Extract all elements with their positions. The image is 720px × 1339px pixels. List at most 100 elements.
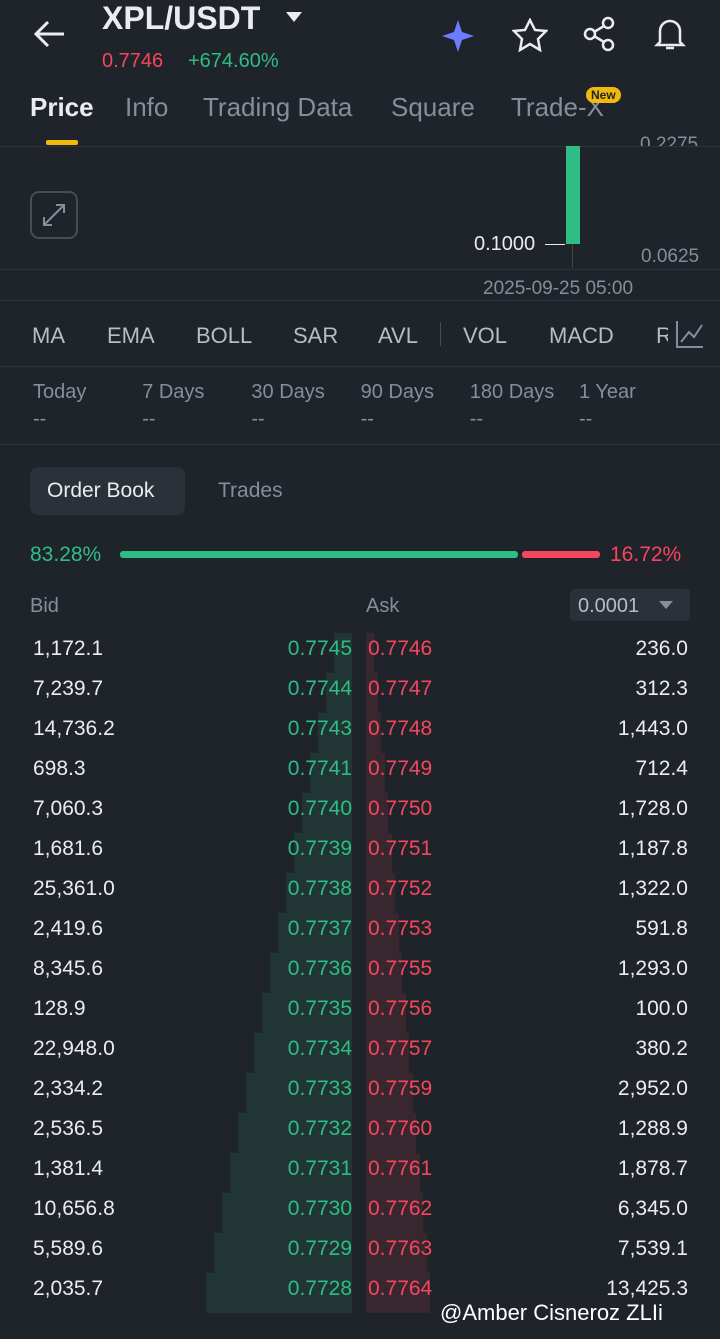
price-axis-label: 0.0625 — [641, 246, 700, 267]
bid-price: 0.7739 — [287, 837, 352, 860]
bid-ratio-bar — [120, 551, 518, 558]
chart-settings[interactable] — [674, 318, 706, 350]
ask-ratio-bar — [522, 551, 600, 558]
divider — [0, 366, 720, 367]
divider — [0, 146, 720, 147]
ask-price: 0.7750 — [368, 797, 433, 820]
ask-quantity: 1,443.0 — [617, 717, 688, 740]
bid-depth — [254, 1033, 352, 1073]
dropdown-icon[interactable] — [284, 10, 304, 24]
ask-depth — [366, 1153, 420, 1193]
ask-depth — [366, 1113, 416, 1153]
ask-price: 0.7755 — [368, 957, 433, 980]
bid-price: 0.7745 — [287, 637, 352, 660]
ask-depth — [366, 673, 378, 713]
bid-price: 0.7744 — [287, 677, 352, 700]
tab[interactable]: Square — [391, 92, 475, 122]
ask-quantity: 591.8 — [635, 917, 688, 940]
bid-quantity: 14,736.2 — [33, 717, 115, 740]
ask-quantity: 1,187.8 — [617, 837, 688, 860]
bid-quantity: 7,239.7 — [33, 677, 104, 700]
period-label: 90 Days — [360, 381, 434, 403]
bid-price: 0.7731 — [287, 1157, 352, 1180]
bid-quantity: 25,361.0 — [33, 877, 115, 900]
indicator[interactable]: MACD — [549, 323, 614, 348]
ask-price: 0.7761 — [368, 1157, 433, 1180]
bid-quantity: 2,536.5 — [33, 1117, 104, 1140]
ask-depth — [366, 1233, 427, 1273]
ask-price: 0.7756 — [368, 997, 433, 1020]
bid-price: 0.7735 — [287, 997, 352, 1020]
ask-depth — [366, 1033, 409, 1073]
precision-value[interactable]: 0.0001 — [578, 595, 640, 617]
ask-quantity: 1,878.7 — [617, 1157, 688, 1180]
watermark: @Amber Cisneroz ZLIi — [440, 1300, 663, 1325]
divider — [0, 444, 720, 445]
book-tab[interactable]: Order Book — [47, 479, 155, 502]
book-tab[interactable]: Trades — [218, 479, 283, 502]
tab[interactable]: Trading Data — [203, 92, 353, 122]
ask-price: 0.7764 — [368, 1277, 433, 1300]
ai-button[interactable] — [442, 16, 482, 56]
precision-select[interactable] — [570, 589, 690, 621]
ask-depth — [366, 793, 388, 833]
ask-depth — [366, 993, 406, 1033]
bid-quantity: 22,948.0 — [33, 1037, 115, 1060]
share-button[interactable] — [582, 16, 618, 52]
ask-price: 0.7746 — [368, 637, 433, 660]
ask-quantity: 1,322.0 — [617, 877, 688, 900]
indicator[interactable]: SAR — [293, 323, 339, 348]
bid-depth — [318, 713, 352, 753]
separator — [440, 322, 441, 346]
period-label: 30 Days — [251, 381, 325, 403]
precision-arrow[interactable] — [658, 600, 674, 610]
bid-ratio: 83.28% — [30, 543, 102, 566]
ask-quantity: 380.2 — [635, 1037, 688, 1060]
candle — [566, 146, 580, 244]
ask-quantity: 2,952.0 — [617, 1077, 688, 1100]
ask-depth — [366, 913, 399, 953]
bid-depth — [246, 1073, 352, 1113]
ask-price: 0.7749 — [368, 757, 433, 780]
bid-depth — [238, 1113, 352, 1153]
ask-depth — [366, 833, 392, 873]
alert-button[interactable] — [652, 16, 688, 52]
tab[interactable]: Price — [30, 92, 94, 122]
bid-quantity: 5,589.6 — [33, 1237, 104, 1260]
ask-depth — [366, 1073, 413, 1113]
fullscreen-button[interactable] — [30, 191, 78, 239]
marker-line — [545, 244, 565, 245]
ask-quantity: 6,345.0 — [617, 1197, 688, 1220]
ask-depth — [366, 953, 402, 993]
bid-depth — [334, 633, 352, 673]
price-marker: 0.1000 — [474, 233, 536, 255]
pair-title[interactable]: XPL/USDT — [102, 0, 261, 36]
last-price: 0.7746 — [102, 50, 164, 72]
ask-price: 0.7762 — [368, 1197, 433, 1220]
ask-quantity: 100.0 — [635, 997, 688, 1020]
period-value: -- — [142, 408, 156, 430]
period-label: 180 Days — [469, 381, 555, 403]
bid-depth — [302, 793, 352, 833]
ask-price: 0.7748 — [368, 717, 433, 740]
ask-price: 0.7759 — [368, 1077, 433, 1100]
ask-quantity: 1,293.0 — [617, 957, 688, 980]
indicator[interactable]: R — [656, 323, 668, 348]
ask-depth — [366, 713, 381, 753]
back-button[interactable] — [30, 18, 70, 50]
favorite-button[interactable] — [512, 18, 548, 52]
indicator[interactable]: AVL — [378, 323, 418, 348]
ask-depth — [366, 873, 395, 913]
bid-quantity: 2,035.7 — [33, 1277, 104, 1300]
indicator[interactable]: MA — [32, 323, 65, 348]
tab[interactable]: Info — [125, 92, 169, 122]
indicator[interactable]: EMA — [107, 323, 155, 348]
period-value: -- — [579, 408, 593, 430]
ask-quantity: 312.3 — [635, 677, 688, 700]
ask-price: 0.7763 — [368, 1237, 433, 1260]
ask-price: 0.7757 — [368, 1037, 433, 1060]
ask-depth — [366, 1273, 430, 1313]
bid-price: 0.7730 — [287, 1197, 352, 1220]
indicator[interactable]: BOLL — [196, 323, 253, 348]
indicator[interactable]: VOL — [463, 323, 508, 348]
